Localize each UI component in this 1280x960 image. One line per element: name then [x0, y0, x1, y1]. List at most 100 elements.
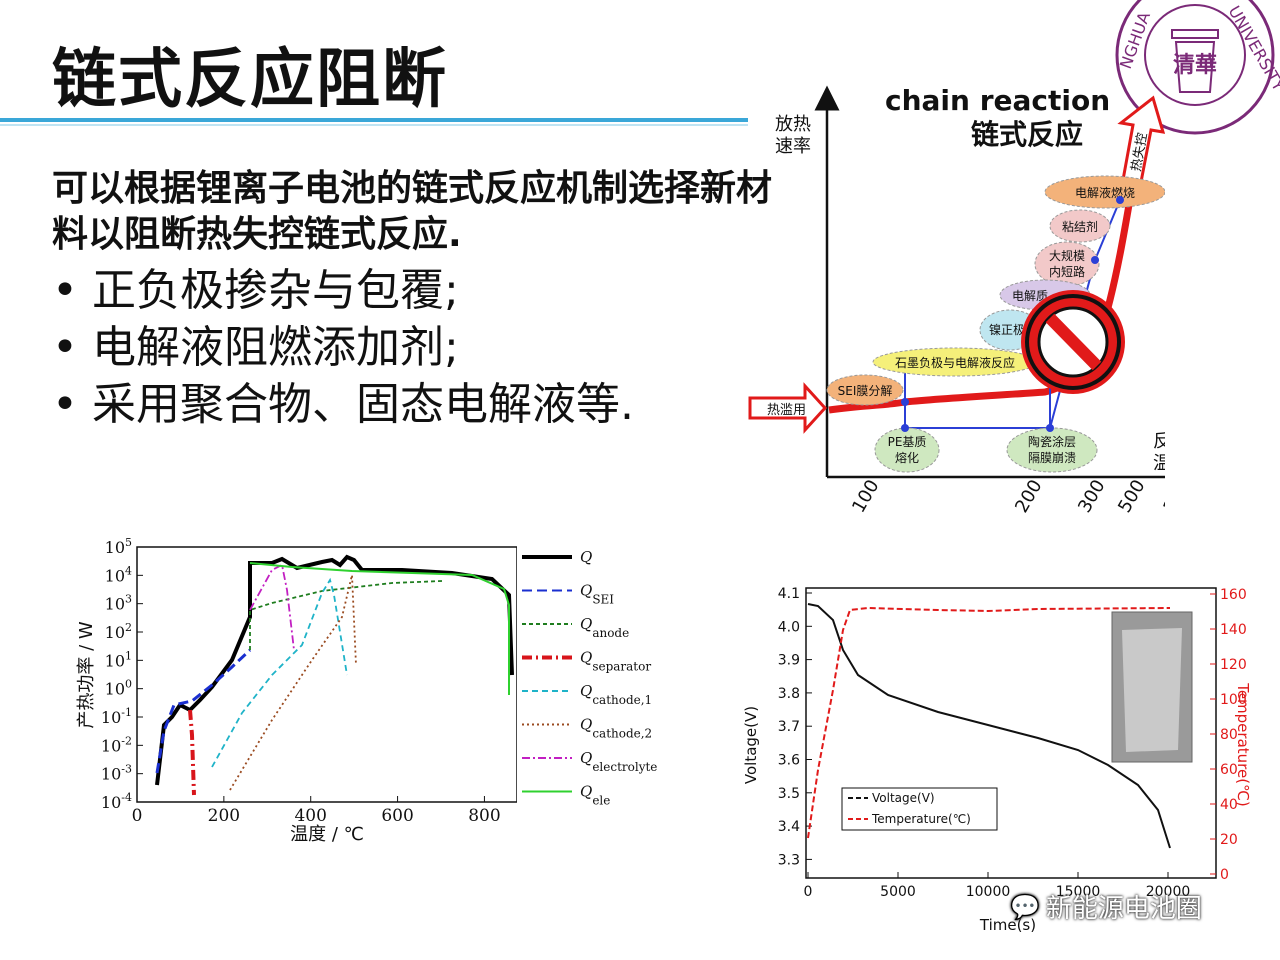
- legend-label: Voltage(V): [872, 791, 935, 805]
- series-Q-ele: [249, 562, 510, 695]
- link-dot: [1046, 424, 1054, 432]
- series-Q-cathode1: [211, 577, 348, 768]
- x-tick-label: 0: [132, 806, 143, 826]
- watermark-text: 新能源电池圈: [1045, 894, 1202, 924]
- bullet-item: • 采用聚合物、固态电解液等.: [52, 379, 634, 430]
- right-tick-label: 160: [1220, 587, 1247, 603]
- left-tick-label: 3.9: [778, 653, 800, 669]
- diagram-heading-zh: 链式反应: [971, 118, 1083, 151]
- page-title: 链式反应阻断: [52, 43, 448, 117]
- x-axis-label: 温度: [1153, 453, 1165, 474]
- x-ticks: 0 5000 10000 15000 20000: [804, 872, 1191, 900]
- y-axis-label: 产热功率 / W: [76, 621, 97, 729]
- svg-text:NGHUA: NGHUA: [1116, 9, 1154, 71]
- x-axis-label: Time(s): [979, 916, 1036, 934]
- node-label: 粘结剂: [1062, 219, 1098, 234]
- legend: [841, 787, 998, 831]
- node-binder: [1049, 209, 1111, 243]
- x-tick-label: 5000: [880, 884, 916, 900]
- diagram-heading-en: chain reaction: [885, 84, 1110, 117]
- abuse-arrow: [748, 382, 828, 434]
- node-label: SEI膜分解: [838, 384, 893, 398]
- right-ticks: 160 140 120 100 80 60 40 20 0: [1210, 587, 1247, 883]
- series-Q-SEI: [155, 648, 252, 774]
- right-tick-label: 0: [1220, 867, 1229, 883]
- temperature-series: [807, 606, 1171, 839]
- battery-photo-shape: [1122, 628, 1182, 752]
- node-label: 大规模: [1049, 248, 1085, 263]
- left-tick-label: 3.6: [778, 753, 800, 769]
- voltage-series: [807, 603, 1171, 849]
- right-tick-label: 40: [1220, 797, 1238, 813]
- wechat-icon: 💬: [1010, 892, 1040, 921]
- y-axis-label: 速率: [775, 136, 811, 157]
- link-dot: [1116, 196, 1124, 204]
- right-tick-label: 80: [1220, 727, 1238, 743]
- left-tick-label: 3.3: [778, 852, 800, 868]
- runaway-arrow: [1117, 95, 1165, 184]
- right-tick-label: 120: [1220, 657, 1247, 673]
- title-divider-shadow: [0, 124, 748, 126]
- bullet-text: 电解液阻燃添加剂;: [92, 322, 459, 373]
- x-tick: 100: [848, 476, 883, 516]
- left-tick-label: 4.1: [778, 586, 800, 602]
- prohibition-icon: [1021, 290, 1125, 394]
- right-tick-label: 20: [1220, 832, 1238, 848]
- left-ticks: 4.1 4.0 3.9 3.8 3.7 3.6 3.5 3.4 3.3: [778, 586, 812, 868]
- runaway-label: 热失控: [1129, 132, 1151, 173]
- node-label: 石墨负极与电解液反应: [895, 355, 1015, 370]
- x-tick-label: 0: [804, 884, 813, 900]
- x-tick: 500: [1114, 476, 1149, 516]
- x-tick-label: 10000: [966, 884, 1011, 900]
- node-label: PE基质: [888, 435, 927, 449]
- legend: [517, 543, 657, 805]
- x-tick: 200: [1011, 476, 1046, 516]
- link-dot: [901, 424, 909, 432]
- plot-frame: [805, 587, 1217, 879]
- left-tick-label: 3.7: [778, 719, 800, 735]
- left-tick-label: 3.4: [778, 819, 800, 835]
- bullet-list: • 正负极掺杂与包覆; • 电解液阻燃添加剂; • 采用聚合物、固态电解液等.: [52, 262, 634, 433]
- x-tick: 300: [1074, 476, 1109, 516]
- right-tick-label: 100: [1220, 692, 1247, 708]
- legend-label: Q: [580, 548, 592, 566]
- svg-text:清華: 清華: [1173, 52, 1217, 78]
- bullet-item: • 电解液阻燃添加剂;: [52, 322, 459, 373]
- bullet-text: 正负极掺杂与包覆;: [92, 265, 459, 316]
- intro-text: 可以根据锂离子电池的链式反应机制选择新材料以阻断热失控链式反应.: [52, 168, 773, 255]
- voltage-temperature-chart: 4.1 4.0 3.9 3.8 3.7 3.6 3.5 3.4 3.3 160 140 120 100…: [738, 570, 1258, 940]
- node-electrolyte-combustion: [1044, 175, 1165, 209]
- abuse-label: 热滥用: [767, 403, 806, 418]
- series-Q-electrolyte: [249, 563, 295, 651]
- right-tick-label: 140: [1220, 622, 1247, 638]
- x-tick-label: 600: [381, 806, 413, 826]
- node-label: 熔化: [895, 450, 919, 465]
- series-Q-separator: [188, 709, 196, 796]
- node-label: 镍正极: [989, 323, 1025, 337]
- x-axis-label: 反应: [1153, 431, 1165, 452]
- bullet-text: 采用聚合物、固态电解液等.: [92, 379, 634, 430]
- chain-reaction-diagram: 放热 速率 反应 温度 chain reaction 链式反应 100 200 …: [748, 84, 1165, 517]
- left-axis-label: Voltage(V): [742, 706, 760, 784]
- link-dot: [1091, 256, 1099, 264]
- x-tick-label: 200: [208, 806, 240, 826]
- node-label: 内短路: [1049, 264, 1085, 279]
- series-Q: [155, 554, 514, 786]
- legend-label: Temperature(℃): [871, 812, 971, 826]
- x-tick-label: 20000: [1146, 884, 1191, 900]
- link-dot: [901, 398, 909, 406]
- x-ticks: 0 200 400 600 800: [132, 796, 501, 826]
- node-label: 陶瓷涂层: [1028, 434, 1076, 449]
- bullet-item: • 正负极掺杂与包覆;: [52, 265, 459, 316]
- left-tick-label: 3.8: [778, 686, 800, 702]
- node-label: 电解液燃烧: [1075, 185, 1135, 200]
- x-tick-label: 800: [468, 806, 500, 826]
- title-divider: [0, 118, 748, 122]
- right-tick-label: 60: [1220, 762, 1238, 778]
- node-label: 隔膜崩溃: [1028, 451, 1076, 465]
- right-axis-label: Temperature(℃): [1234, 682, 1252, 807]
- x-tick-label: 15000: [1056, 884, 1101, 900]
- node-sei-decomposition: [826, 374, 904, 406]
- node-label: 电解质: [1012, 289, 1048, 303]
